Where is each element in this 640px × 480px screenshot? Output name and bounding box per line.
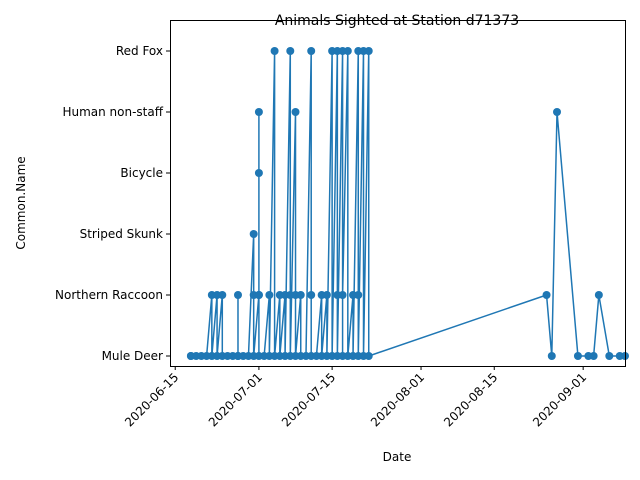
data-point <box>270 47 279 55</box>
axes <box>170 20 626 367</box>
plot-frame <box>170 20 626 367</box>
data-point <box>286 47 295 55</box>
data-point <box>594 291 603 299</box>
data-point <box>605 352 614 360</box>
data-point <box>364 352 373 360</box>
data-point <box>307 47 316 55</box>
data-point <box>343 47 352 55</box>
y-axis: Mule Deer Northern Raccoon Striped Skunk Bi… <box>55 44 170 363</box>
data-point <box>254 169 263 177</box>
y-tick-label: Northern Raccoon <box>55 288 163 302</box>
y-tick-label: Red Fox <box>116 44 163 58</box>
data-point <box>322 291 331 299</box>
x-axis-label: Date <box>383 450 412 464</box>
data-point <box>553 108 562 116</box>
data-point <box>307 291 316 299</box>
data-point <box>296 291 305 299</box>
y-tick-label: Bicycle <box>120 166 163 180</box>
data-point <box>254 108 263 116</box>
data-point <box>291 108 300 116</box>
data-point <box>542 291 551 299</box>
data-point <box>364 47 373 55</box>
plot-area <box>186 47 629 360</box>
y-tick-label: Human non-staff <box>62 105 163 119</box>
y-tick-label: Striped Skunk <box>80 227 163 241</box>
data-point <box>218 291 227 299</box>
data-point <box>338 291 347 299</box>
data-point <box>254 291 263 299</box>
data-point <box>589 352 598 360</box>
data-point <box>249 230 258 238</box>
series-line <box>190 50 625 357</box>
data-point <box>233 291 242 299</box>
data-point <box>547 352 556 360</box>
data-point <box>265 291 274 299</box>
data-point <box>354 291 363 299</box>
data-point <box>573 352 582 360</box>
y-axis-label: Common.Name <box>14 156 28 249</box>
y-tick-label: Mule Deer <box>102 349 163 363</box>
